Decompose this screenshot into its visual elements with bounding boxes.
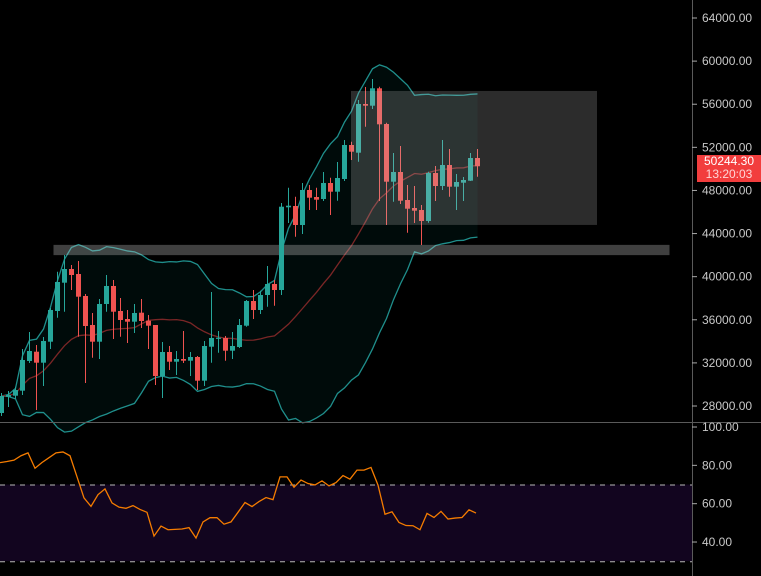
- price-tick-label: 44000.00: [702, 227, 752, 241]
- candle-down: [34, 351, 39, 363]
- price-tick-label: 28000.00: [702, 399, 752, 413]
- candle-down: [412, 207, 417, 211]
- candle-up: [13, 389, 18, 396]
- candle-up: [286, 205, 291, 208]
- candle-up: [0, 395, 4, 413]
- candle-up: [356, 103, 361, 153]
- candle-down: [83, 295, 88, 326]
- candle-down: [363, 103, 368, 106]
- candle-down: [195, 356, 200, 381]
- candle-up: [237, 325, 242, 347]
- candle-up: [20, 359, 25, 391]
- candle-down: [153, 325, 158, 376]
- lower-band-line: [1, 236, 478, 433]
- candle-up: [300, 189, 305, 226]
- candle-down: [349, 144, 354, 152]
- rsi-band-fill: [0, 484, 692, 562]
- price-tick-label: 36000.00: [702, 313, 752, 327]
- candle-down: [167, 351, 172, 362]
- candle-down: [223, 337, 228, 351]
- candle-up: [244, 300, 249, 326]
- candle-up: [279, 206, 284, 290]
- candle-up: [461, 179, 466, 183]
- candle-up: [468, 157, 473, 181]
- candle-down: [293, 206, 298, 226]
- candle-up: [104, 285, 109, 304]
- candle-up: [258, 294, 263, 310]
- rsi-line: [0, 451, 477, 540]
- candle-down: [447, 165, 452, 187]
- candle-up: [188, 356, 193, 361]
- last-price-value: 50244.30: [703, 154, 755, 168]
- rsi-pane: [0, 451, 692, 563]
- axes[interactable]: 64000.00 60000.00 56000.00 52000.00 48000.00…: [692, 11, 752, 549]
- candle-up: [391, 171, 396, 182]
- candle-down: [272, 284, 277, 290]
- candle-up: [426, 172, 431, 221]
- candle-up: [230, 345, 235, 351]
- candle-down: [314, 197, 319, 200]
- candle-up: [62, 268, 67, 283]
- drawn-zones[interactable]: [53, 91, 670, 256]
- candle-up: [55, 281, 60, 311]
- rsi-tick-label: 80.00: [702, 458, 732, 472]
- candle-up: [440, 165, 445, 186]
- upper-band-line: [1, 64, 478, 397]
- candle-down: [384, 124, 389, 182]
- price-tick-label: 32000.00: [702, 356, 752, 370]
- candle-down: [251, 300, 256, 310]
- candle-down: [475, 157, 480, 167]
- price-tick-label: 40000.00: [702, 270, 752, 284]
- candle-down: [146, 320, 151, 326]
- candle-up: [6, 394, 11, 397]
- candle-down: [125, 318, 130, 322]
- candle-up: [41, 340, 46, 363]
- candle-up: [97, 303, 102, 342]
- candle-down: [139, 312, 144, 321]
- candle-down: [90, 325, 95, 342]
- candle-down: [398, 171, 403, 201]
- price-tick-label: 52000.00: [702, 140, 752, 154]
- candle-down: [111, 285, 116, 312]
- candle-up: [209, 337, 214, 347]
- candle-down: [405, 199, 410, 209]
- candle-up: [174, 358, 179, 362]
- candle-up: [216, 337, 221, 339]
- range-box-overlay: [351, 90, 597, 225]
- price-tick-label: 48000.00: [702, 183, 752, 197]
- candle-countdown: 13:20:03: [705, 167, 753, 181]
- candle-up: [342, 144, 347, 180]
- candle-up: [454, 181, 459, 187]
- rsi-tick-label: 100.00: [702, 420, 739, 434]
- price-tick-label: 64000.00: [702, 11, 752, 25]
- candle-down: [181, 358, 186, 361]
- range-box: [351, 90, 597, 225]
- candles: [0, 79, 480, 416]
- candle-down: [69, 268, 74, 276]
- price-tick-label: 60000.00: [702, 54, 752, 68]
- candle-down: [377, 88, 382, 125]
- candle-down: [419, 209, 424, 221]
- candle-down: [118, 310, 123, 320]
- candle-up: [160, 351, 165, 376]
- candle-up: [265, 284, 270, 295]
- price-tick-label: 56000.00: [702, 97, 752, 111]
- last-price-tag: 50244.30 13:20:03: [697, 155, 761, 182]
- candle-up: [27, 350, 32, 361]
- candle-down: [76, 273, 81, 297]
- candle-down: [433, 172, 438, 186]
- support-zone[interactable]: [53, 244, 670, 256]
- candle-up: [48, 309, 53, 342]
- candle-up: [132, 312, 137, 322]
- candle-up: [321, 183, 326, 199]
- rsi-tick-label: 40.00: [702, 535, 732, 549]
- candle-down: [307, 189, 312, 198]
- candle-up: [370, 88, 375, 106]
- rsi-tick-label: 60.00: [702, 497, 732, 511]
- candle-down: [328, 183, 333, 192]
- candle-up: [202, 345, 207, 381]
- candle-up: [335, 177, 340, 192]
